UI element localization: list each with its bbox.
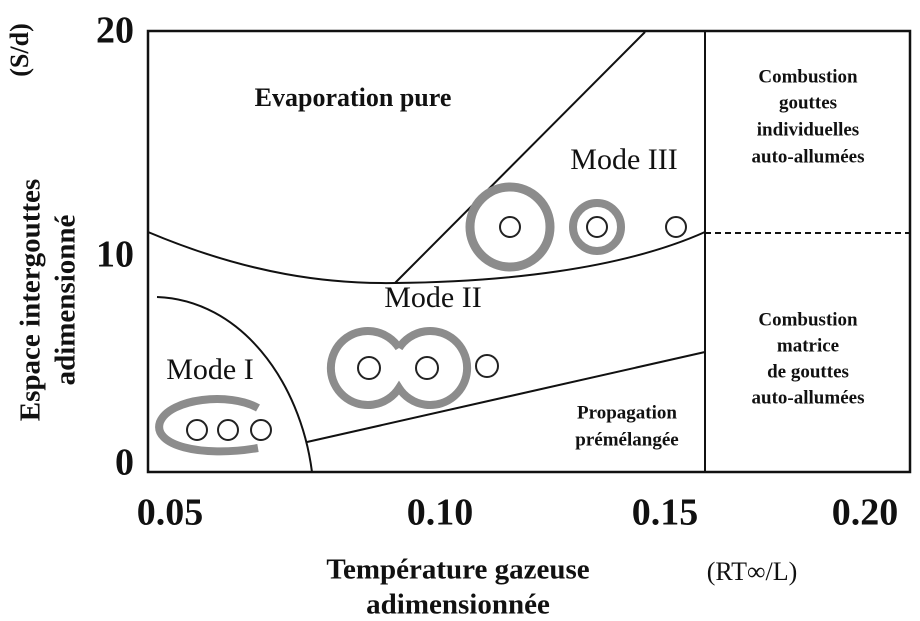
droplet	[666, 217, 686, 237]
mode2-flame	[331, 331, 467, 405]
region-label: gouttes	[779, 92, 837, 113]
y-tick-label: 20	[96, 10, 134, 52]
region-label: individuelles	[757, 119, 859, 140]
droplet	[416, 357, 438, 379]
droplet	[251, 420, 271, 440]
x-axis-title: Température gazeuse	[326, 554, 589, 586]
droplet	[500, 217, 520, 237]
x-axis-unit: (RT∞/L)	[707, 557, 798, 586]
region-label: Propagation	[577, 402, 677, 423]
region-label: de gouttes	[767, 361, 849, 382]
region-label: Combustion	[758, 66, 858, 87]
regime-diagram: 20 10 0 0.05 0.10 0.15 0.20 (S/d) Espace…	[0, 0, 920, 621]
y-tick-label: 10	[96, 234, 134, 276]
region-label: Mode I	[166, 353, 253, 386]
x-tick-label: 0.10	[407, 492, 474, 534]
x-tick-label: 0.20	[832, 492, 899, 534]
region-label: Mode II	[384, 281, 481, 314]
region-label: matrice	[777, 335, 839, 356]
region-label: prémélangée	[575, 429, 678, 450]
x-tick-label: 0.05	[137, 492, 204, 534]
droplet	[218, 420, 238, 440]
y-axis-title: adimensionné	[50, 214, 82, 385]
droplet	[476, 355, 498, 377]
y-axis-unit: (S/d)	[5, 23, 34, 76]
x-axis-title: adimensionnée	[366, 589, 550, 621]
x-tick-label: 0.15	[632, 492, 699, 534]
y-tick-label: 0	[115, 442, 134, 484]
region-label: Evaporation pure	[255, 83, 452, 112]
droplet	[187, 420, 207, 440]
region-label: auto-allumées	[752, 146, 865, 167]
mode1-flame	[159, 399, 258, 451]
region-label: Mode III	[570, 143, 677, 176]
droplet	[358, 357, 380, 379]
region-label: Combustion	[758, 309, 858, 330]
region-label: auto-allumées	[752, 387, 865, 408]
droplet	[587, 217, 607, 237]
y-axis-title: Espace intergouttes	[15, 179, 47, 421]
